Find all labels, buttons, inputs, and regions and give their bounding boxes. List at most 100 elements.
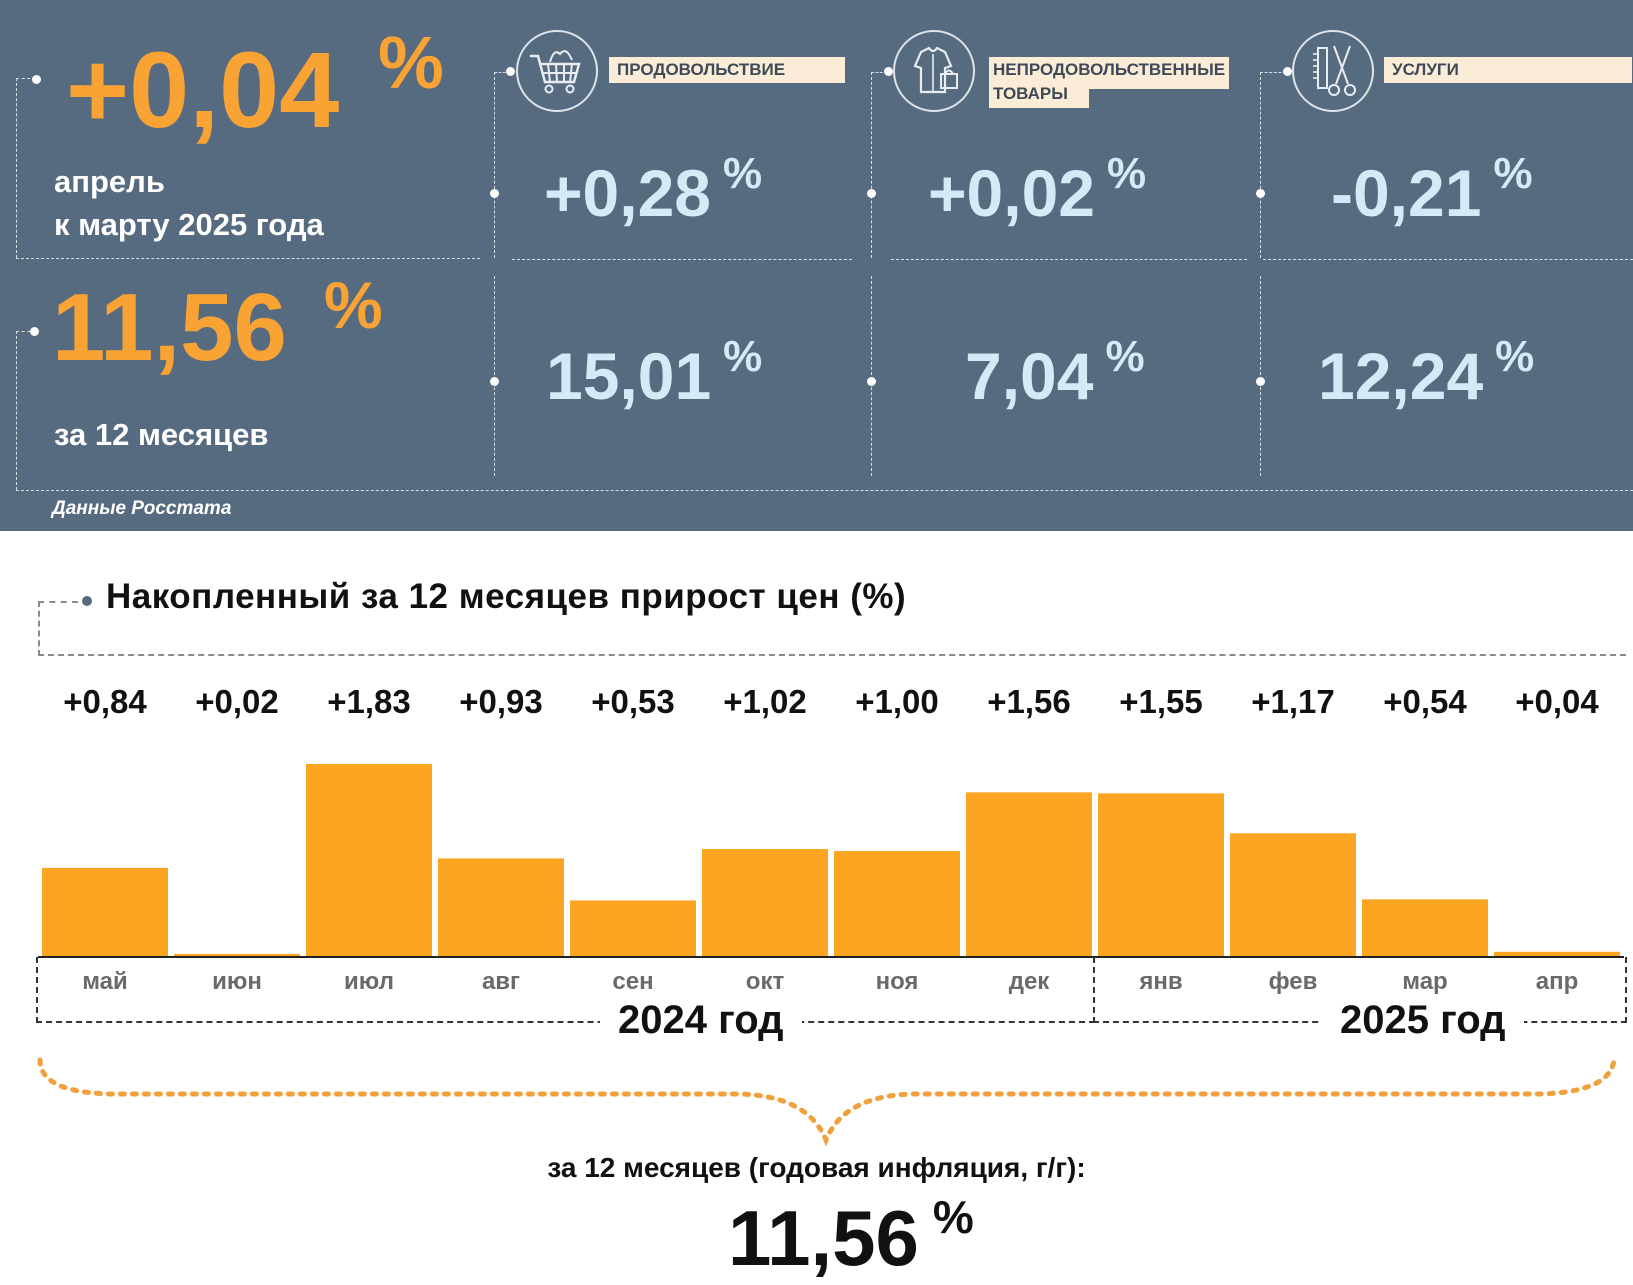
bar-chart xyxy=(38,764,1624,958)
year-label-2024: 2024 год xyxy=(600,998,802,1043)
divider xyxy=(1260,276,1261,476)
total-value-pct: % xyxy=(932,1191,974,1243)
data-label-июл: +1,83 xyxy=(327,683,411,720)
divider xyxy=(1263,259,1633,260)
month-label-фев: фев xyxy=(1268,968,1318,995)
data-label-май: +0,84 xyxy=(63,683,147,720)
nonfood-monthly-pct: % xyxy=(1107,149,1147,198)
month-label-сен: сен xyxy=(612,968,654,995)
month-label-июл: июл xyxy=(344,968,394,995)
year-box-left xyxy=(36,957,1095,1023)
services-annual-text: 12,24 xyxy=(1318,339,1484,413)
month-label-дек: дек xyxy=(1008,968,1050,995)
month-label-ноя: ноя xyxy=(875,968,919,995)
year-label-2025: 2025 год xyxy=(1322,998,1524,1043)
bullet-dot xyxy=(884,67,893,76)
bar-май xyxy=(42,867,168,956)
bar-янв xyxy=(1098,793,1224,956)
bar-окт xyxy=(702,848,828,956)
clothes-bag-icon xyxy=(893,30,975,112)
total-value-text: 11,56 xyxy=(728,1194,919,1282)
divider xyxy=(16,258,480,259)
shopping-cart-icon xyxy=(516,30,598,112)
source-note: Данные Росстата xyxy=(52,498,232,519)
monthly-caption-line1: апрель xyxy=(54,164,165,199)
bullet-dot xyxy=(490,189,499,198)
bar-фев xyxy=(1230,833,1356,956)
curly-brace xyxy=(37,1057,1617,1147)
nonfood-monthly-value: +0,02% xyxy=(928,152,1146,227)
services-monthly-value: -0,21% xyxy=(1331,152,1533,227)
bar-сен xyxy=(570,900,696,956)
month-label-окт: окт xyxy=(745,968,785,995)
divider xyxy=(512,259,852,260)
month-label-май: май xyxy=(82,968,128,995)
services-annual-value: 12,24% xyxy=(1318,335,1534,410)
divider xyxy=(891,259,1247,260)
data-label-окт: +1,02 xyxy=(723,683,807,720)
monthly-caption-line2: к марту 2025 года xyxy=(54,207,324,242)
nonfood-monthly-text: +0,02 xyxy=(928,156,1095,230)
bullet-dot xyxy=(30,327,39,336)
chart-title: Накопленный за 12 месяцев прирост цен (%… xyxy=(106,577,907,616)
title-underline xyxy=(38,654,1626,656)
divider xyxy=(871,72,887,73)
month-label-апр: апр xyxy=(1535,968,1579,995)
divider xyxy=(1260,72,1261,258)
divider xyxy=(494,276,495,476)
annual-headline-value: 11,56 % xyxy=(52,272,383,376)
bar-авг xyxy=(438,858,564,956)
food-monthly-value: +0,28% xyxy=(544,152,762,227)
data-label-июн: +0,02 xyxy=(195,683,279,720)
summary-panel: +0,04 % апрель к марту 2025 года 11,56 %… xyxy=(0,0,1633,531)
data-label-ноя: +1,00 xyxy=(855,683,939,720)
divider xyxy=(16,78,17,258)
services-annual-pct: % xyxy=(1495,332,1535,381)
services-monthly-text: -0,21 xyxy=(1331,156,1482,230)
monthly-caption: апрель к марту 2025 года xyxy=(54,160,324,246)
month-label-мар: мар xyxy=(1402,968,1448,995)
title-bullet-dot xyxy=(82,596,92,606)
bullet-dot xyxy=(1283,67,1292,76)
bar-мар xyxy=(1362,899,1488,956)
divider xyxy=(16,331,36,332)
month-label-авг: авг xyxy=(481,968,521,995)
title-bracket xyxy=(38,601,78,656)
bar-апр xyxy=(1494,951,1620,956)
annual-value-text: 11,56 xyxy=(52,274,287,381)
divider xyxy=(16,331,17,490)
monthly-headline-value: +0,04 % xyxy=(66,26,444,144)
divider xyxy=(494,72,510,73)
bar-ноя xyxy=(834,851,960,956)
category-label-nonfood: НЕПРОДОВОЛЬСТВЕННЫЕ xyxy=(989,57,1229,89)
category-label-services: УСЛУГИ xyxy=(1384,57,1632,83)
annual-caption: за 12 месяцев xyxy=(54,417,269,452)
food-monthly-pct: % xyxy=(723,149,763,198)
nonfood-annual-pct: % xyxy=(1105,332,1145,381)
month-label-янв: янв xyxy=(1139,968,1183,995)
monthly-pct-sign: % xyxy=(378,21,444,104)
services-monthly-pct: % xyxy=(1493,149,1533,198)
divider xyxy=(16,78,36,79)
divider xyxy=(494,72,495,258)
comb-scissors-icon xyxy=(1292,30,1374,112)
bullet-dot xyxy=(867,377,876,386)
divider xyxy=(871,72,872,258)
data-label-апр: +0,04 xyxy=(1515,683,1599,720)
food-monthly-text: +0,28 xyxy=(544,156,711,230)
data-label-фев: +1,17 xyxy=(1251,683,1335,720)
bullet-dot xyxy=(32,75,41,84)
bar-июл xyxy=(306,764,432,956)
food-annual-text: 15,01 xyxy=(546,339,712,413)
food-annual-value: 15,01% xyxy=(546,335,762,410)
data-label-мар: +0,54 xyxy=(1383,683,1467,720)
food-annual-pct: % xyxy=(723,332,763,381)
bullet-dot xyxy=(867,189,876,198)
data-label-дек: +1,56 xyxy=(987,683,1071,720)
data-label-сен: +0,53 xyxy=(591,683,675,720)
category-label-nonfood-line2: ТОВАРЫ xyxy=(989,84,1089,108)
data-label-авг: +0,93 xyxy=(459,683,543,720)
bullet-dot xyxy=(490,377,499,386)
bullet-dot xyxy=(1256,377,1265,386)
category-label-food: ПРОДОВОЛЬСТВИЕ xyxy=(609,57,845,83)
